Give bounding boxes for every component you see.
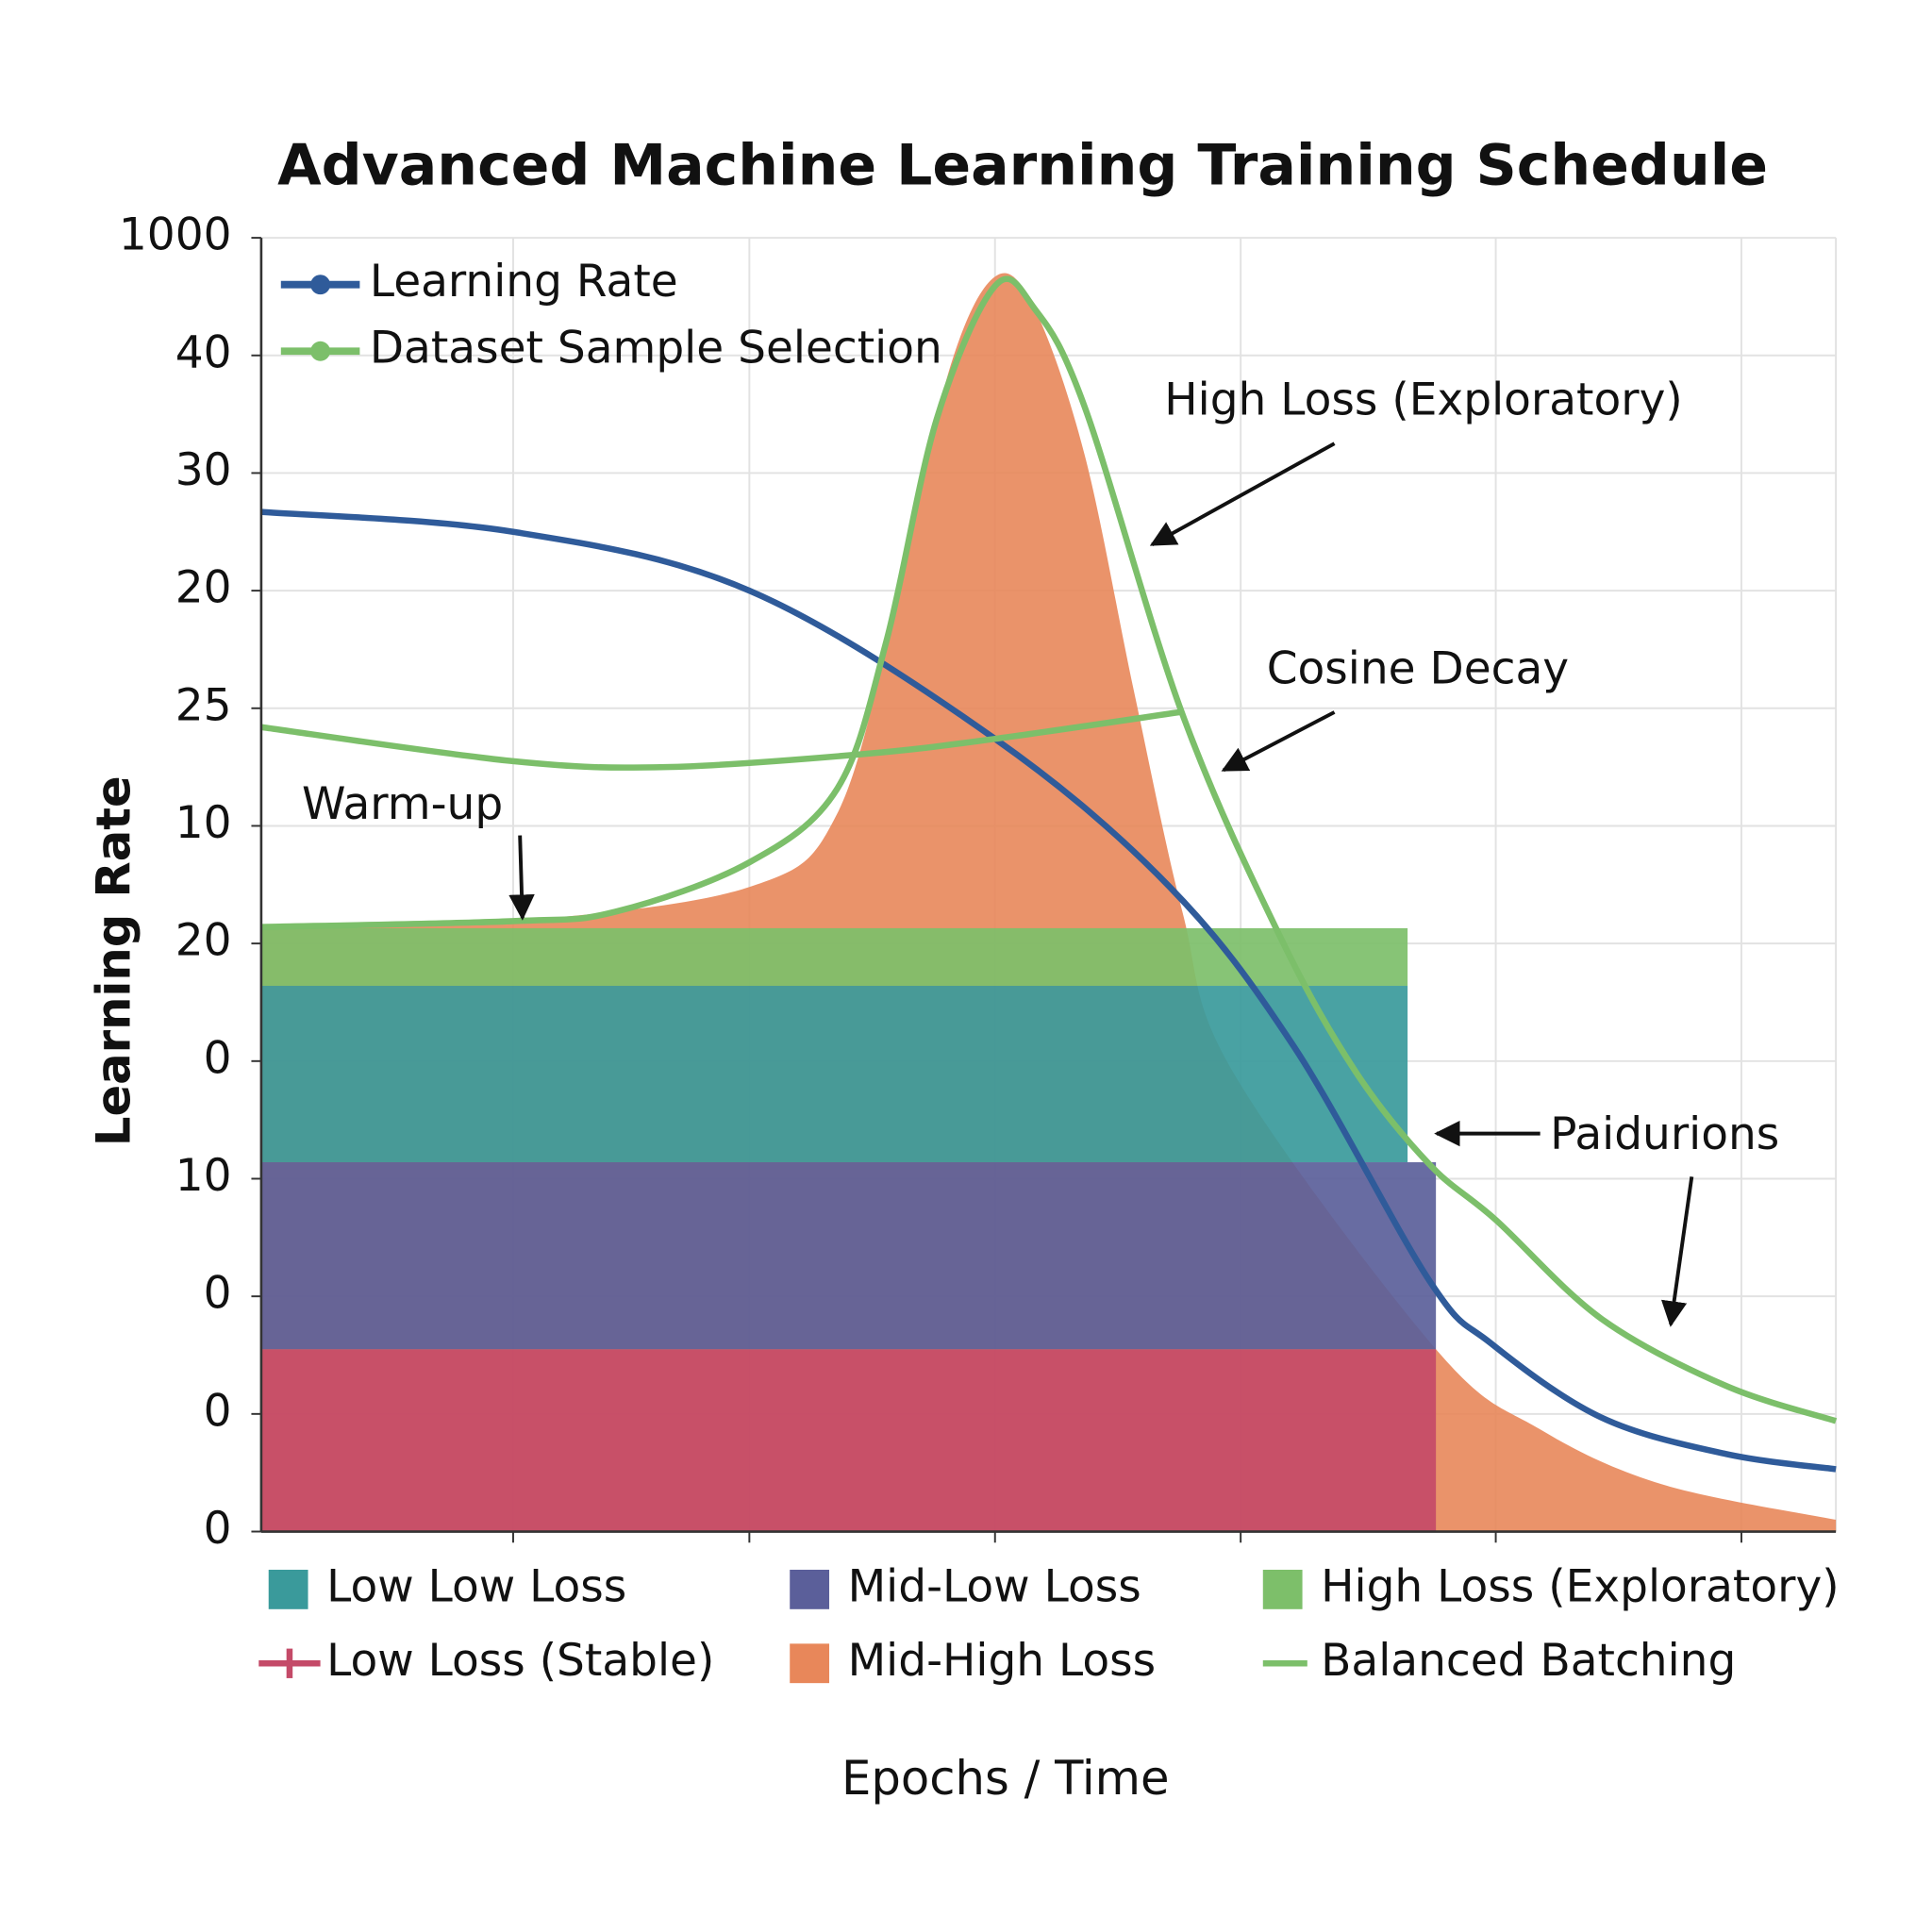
legend-label: Balanced Batching [1321,1635,1736,1687]
annotation-arrow [1221,710,1336,773]
legend-marker [310,275,331,295]
y-axis-label: Learning Rate [87,775,142,1146]
y-tick-label: 0 [204,1503,232,1555]
legend-label: Mid-Low Loss [848,1560,1141,1612]
legend-swatch [790,1643,830,1684]
annotation-arrow [1149,441,1336,547]
y-tick-label: 0 [204,1032,232,1084]
legend-label: High Loss (Exploratory) [1321,1560,1839,1612]
chart-title: Advanced Machine Learning Training Sched… [277,133,1768,199]
band [260,1162,1437,1350]
line [260,508,1837,1473]
legend-label: Dataset Sample Selection [370,323,942,375]
annotation-arrow [1660,1176,1694,1327]
y-tick-label: 20 [175,915,232,967]
y-tick-label: 0 [204,1385,232,1437]
line [260,275,1838,1424]
annotation-arrow [508,835,535,921]
y-tick-label: 10 [175,797,232,849]
annotation: Warm-up [302,778,503,830]
band [260,1349,1437,1532]
legend-swatch [1262,1570,1303,1609]
band [260,986,1408,1163]
band [260,927,1408,987]
annotation: Paidurions [1550,1108,1779,1160]
annotation: Cosine Decay [1267,642,1569,694]
y-tick-label: 40 [175,326,232,378]
legend-label: Learning Rate [370,256,678,308]
x-axis-label: Epochs / Time [841,1751,1170,1806]
y-tick-label: 0 [204,1268,232,1320]
y-tick-label: 1000 [119,209,232,261]
line [260,708,1183,771]
legend-swatch [790,1570,830,1609]
y-tick-label: 30 [175,444,232,496]
annotation: High Loss (Exploratory) [1164,375,1682,426]
legend-label: Mid-High Loss [848,1635,1157,1687]
y-tick-label: 10 [175,1150,232,1202]
y-tick-label: 20 [175,562,232,614]
legend-swatch [268,1570,308,1609]
legend-label: Low Loss (Stable) [326,1635,714,1687]
legend-marker [310,341,331,361]
y-tick-label: 25 [175,679,232,731]
legend-label: Low Low Loss [326,1560,626,1612]
